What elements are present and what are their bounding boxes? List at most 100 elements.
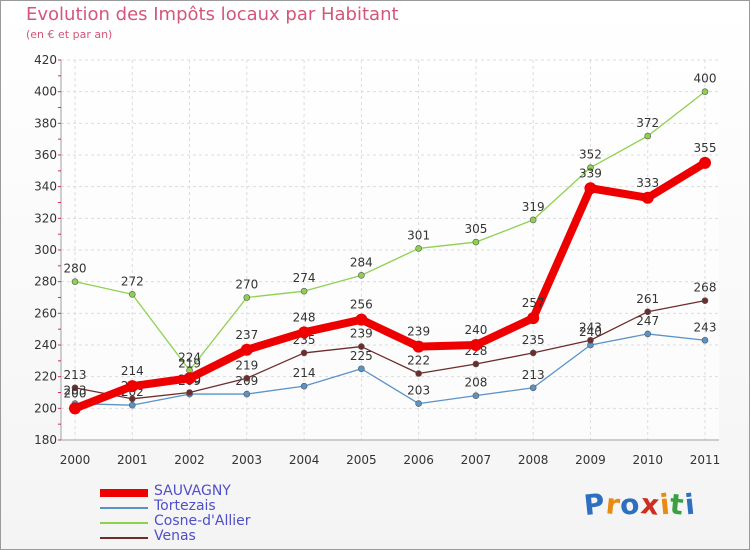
- data-point-tortezais: [300, 382, 308, 390]
- data-label-cosne-d-allier: 224: [178, 350, 201, 364]
- y-tick-label: 300: [34, 243, 57, 257]
- data-point-venas: [71, 384, 79, 392]
- data-point-venas: [415, 370, 422, 377]
- data-point-sauvagny: [183, 372, 196, 385]
- data-point-cosne-d-allier: [587, 164, 594, 171]
- data-label-cosne-d-allier: 284: [350, 255, 373, 269]
- data-point-venas: [472, 360, 480, 368]
- data-point-cosne-d-allier: [701, 88, 709, 95]
- data-point-sauvagny: [584, 182, 597, 195]
- x-tick-label: 2004: [289, 453, 320, 467]
- data-point-sauvagny: [69, 402, 81, 415]
- data-point-sauvagny: [240, 343, 253, 356]
- data-point-venas: [358, 343, 365, 350]
- data-label-cosne-d-allier: 301: [407, 228, 430, 242]
- data-label-sauvagny: 355: [694, 141, 717, 155]
- data-point-venas: [529, 349, 537, 357]
- x-tick-label: 2008: [518, 453, 549, 467]
- chart-subtitle: (en € et par an): [26, 28, 113, 41]
- data-label-cosne-d-allier: 319: [522, 200, 545, 214]
- data-point-cosne-d-allier: [644, 132, 652, 140]
- legend-label: SAUVAGNY: [154, 483, 231, 499]
- data-label-sauvagny: 214: [121, 364, 144, 378]
- data-point-sauvagny: [699, 156, 711, 169]
- series-line-sauvagny: [71, 158, 709, 413]
- data-point-cosne-d-allier: [300, 287, 308, 295]
- data-label-venas: 213: [64, 368, 87, 382]
- data-point-sauvagny: [412, 340, 425, 353]
- data-point-tortezais: [529, 384, 537, 392]
- data-label-venas: 243: [579, 320, 602, 334]
- x-tick-label: 2007: [461, 453, 492, 467]
- data-label-tortezais: 214: [293, 366, 316, 380]
- data-label-venas: 219: [235, 358, 258, 372]
- data-point-tortezais: [128, 401, 136, 409]
- data-point-tortezais: [415, 400, 422, 407]
- data-point-cosne-d-allier: [243, 294, 251, 301]
- legend-swatch: [100, 507, 148, 509]
- data-point-tortezais: [472, 392, 480, 399]
- data-point-tortezais: [358, 365, 365, 373]
- data-label-sauvagny: 256: [350, 298, 373, 312]
- y-tick-label: 340: [34, 180, 57, 194]
- data-label-tortezais: 203: [407, 384, 430, 398]
- data-label-cosne-d-allier: 274: [293, 271, 316, 285]
- y-tick-label: 260: [34, 306, 57, 320]
- legend-label: Venas: [154, 528, 196, 544]
- x-tick-label: 2003: [232, 453, 263, 467]
- x-tick-label: 2009: [575, 453, 606, 467]
- data-label-cosne-d-allier: 305: [464, 222, 487, 236]
- data-label-tortezais: 208: [464, 376, 487, 390]
- legend-swatch: [100, 522, 148, 524]
- data-label-cosne-d-allier: 272: [121, 274, 144, 288]
- data-point-cosne-d-allier: [358, 272, 365, 279]
- data-point-venas: [587, 336, 594, 344]
- data-label-venas: 239: [350, 327, 373, 341]
- data-label-cosne-d-allier: 270: [235, 278, 258, 292]
- data-point-cosne-d-allier: [128, 291, 136, 298]
- data-point-sauvagny: [527, 312, 540, 325]
- data-point-sauvagny: [469, 339, 482, 351]
- data-label-venas: 235: [522, 333, 545, 347]
- data-label-tortezais: 240: [579, 325, 602, 339]
- y-tick-label: 280: [34, 275, 57, 289]
- data-point-cosne-d-allier: [415, 245, 422, 252]
- y-tick-label: 240: [34, 338, 57, 352]
- y-tick-label: 420: [34, 53, 57, 67]
- series-line-venas: [74, 300, 706, 400]
- data-label-sauvagny: 240: [464, 323, 487, 337]
- data-label-tortezais: 225: [350, 349, 373, 363]
- data-point-venas: [644, 308, 652, 316]
- data-point-cosne-d-allier: [472, 238, 480, 246]
- data-label-tortezais: 247: [636, 314, 659, 328]
- data-label-cosne-d-allier: 372: [636, 116, 659, 130]
- legend-swatch: [100, 537, 148, 539]
- data-point-sauvagny: [355, 313, 368, 326]
- data-point-cosne-d-allier: [529, 216, 537, 224]
- data-label-sauvagny: 219: [178, 356, 201, 370]
- x-tick-label: 2011: [690, 453, 721, 467]
- data-point-venas: [300, 349, 308, 357]
- x-tick-label: 2001: [117, 453, 148, 467]
- data-label-sauvagny: 257: [522, 296, 545, 310]
- y-tick-label: 380: [34, 116, 57, 130]
- data-label-cosne-d-allier: 280: [64, 262, 87, 276]
- data-point-venas: [701, 297, 709, 304]
- data-label-cosne-d-allier: 400: [694, 72, 717, 86]
- y-tick-label: 220: [34, 370, 57, 384]
- x-tick-label: 2005: [346, 453, 377, 467]
- data-point-tortezais: [243, 390, 251, 398]
- data-point-sauvagny: [641, 191, 654, 204]
- data-point-venas: [243, 374, 251, 382]
- data-label-sauvagny: 339: [579, 166, 602, 180]
- legend-label: Cosne-d'Allier: [154, 513, 251, 529]
- y-tick-label: 180: [34, 433, 57, 447]
- data-point-tortezais: [644, 330, 652, 338]
- data-label-venas: 222: [407, 354, 430, 368]
- data-label-cosne-d-allier: 352: [579, 148, 602, 162]
- legend-swatch: [100, 489, 148, 497]
- x-tick-label: 2002: [174, 453, 205, 467]
- data-label-tortezais: 243: [694, 320, 717, 334]
- data-point-venas: [128, 395, 136, 403]
